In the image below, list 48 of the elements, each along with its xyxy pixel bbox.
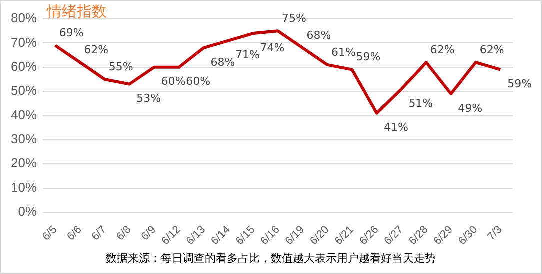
data-label: 62% [84, 43, 109, 56]
x-tick-label: 6/12 [160, 224, 184, 248]
x-tick-label: 6/26 [358, 224, 382, 248]
x-tick-label: 6/6 [65, 224, 84, 244]
data-label: 62% [430, 43, 455, 56]
data-label: 71% [236, 48, 260, 62]
x-tick-label: 6/29 [432, 224, 456, 248]
y-tick-label: 50% [10, 83, 38, 98]
x-tick-label: 6/7 [90, 224, 110, 244]
x-tick-label: 6/19 [283, 224, 308, 248]
x-tick-label: 6/14 [209, 224, 233, 248]
x-tick-label: 6/30 [456, 224, 480, 248]
y-tick-label: 60% [10, 58, 38, 74]
data-label: 74% [260, 41, 285, 54]
data-label: 59% [356, 50, 381, 64]
y-tick-label: 40% [10, 107, 38, 122]
x-tick-label: 6/13 [184, 224, 208, 248]
data-label: 60% [161, 75, 186, 88]
x-tick-label: 6/9 [139, 224, 159, 244]
x-tick-label: 6/20 [308, 224, 332, 248]
data-label: 59% [508, 78, 532, 91]
data-label: 53% [136, 92, 162, 106]
data-label: 49% [458, 102, 483, 115]
data-label: 51% [408, 97, 434, 110]
x-tick-label: 6/28 [407, 224, 431, 248]
x-tick-label: 7/3 [486, 224, 505, 244]
y-tick-label: 20% [10, 156, 38, 171]
y-tick-label: 10% [10, 180, 38, 195]
data-label: 61% [331, 46, 356, 59]
x-tick-label: 6/8 [114, 224, 134, 244]
y-tick-label: 70% [10, 34, 38, 50]
data-label: 60% [186, 75, 211, 88]
y-tick-label: 30% [10, 132, 38, 147]
data-label: 68% [210, 56, 236, 69]
x-tick-label: 6/5 [40, 224, 60, 244]
data-label: 68% [306, 28, 332, 42]
x-tick-label: 6/21 [332, 224, 356, 248]
y-tick-label: 0% [18, 204, 38, 220]
data-label: 55% [108, 60, 134, 74]
source-note: 数据来源：每日调查的看多占比，数值越大表示用户越看好当天走势 [105, 251, 437, 266]
data-label: 69% [59, 26, 84, 40]
x-tick-label: 6/16 [258, 224, 282, 248]
data-label: 75% [282, 12, 306, 25]
y-tick-label: 80% [10, 10, 38, 26]
data-label: 41% [384, 121, 408, 134]
data-label: 62% [480, 43, 504, 56]
x-tick-label: 6/15 [234, 224, 258, 248]
chart-title: 情绪指数 [46, 2, 108, 20]
